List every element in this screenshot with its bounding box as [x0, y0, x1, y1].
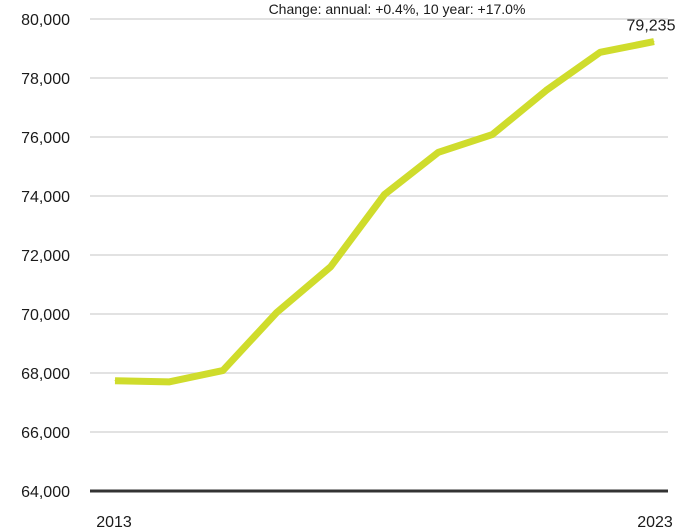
series-layer: [114, 38, 655, 386]
data-point: [114, 380, 116, 382]
y-tick-label: 70,000: [21, 307, 70, 324]
data-point: [276, 312, 278, 314]
data-point: [384, 194, 385, 196]
y-tick-label: 76,000: [21, 130, 70, 147]
data-point: [222, 370, 224, 372]
y-tick-label: 72,000: [21, 248, 70, 265]
gridlines: [90, 18, 668, 493]
y-tick-label: 78,000: [21, 71, 70, 88]
y-tick-label: 66,000: [21, 425, 70, 442]
y-tick-label: 80,000: [21, 12, 70, 29]
y-tick-label: 74,000: [21, 189, 70, 206]
y-axis-tick-labels: 64,000 66,000 68,000 70,000 72,000 74,000 76,0…: [21, 12, 70, 501]
data-point: [437, 151, 439, 153]
series-line: [114, 38, 655, 386]
end-value-label: 79,235: [627, 18, 676, 35]
data-point: [330, 266, 332, 268]
chart-subtitle: Change: annual: +0.4%, 10 year: +17.0%: [269, 1, 526, 17]
data-point: [168, 381, 170, 383]
data-point: [545, 89, 547, 91]
data-point: [653, 41, 655, 43]
y-tick-label: 68,000: [21, 366, 70, 383]
data-point: [491, 134, 493, 136]
x-tick-label: 2013: [96, 514, 132, 529]
data-point: [599, 51, 601, 53]
x-tick-label: 2023: [637, 514, 673, 529]
y-tick-label: 64,000: [21, 484, 70, 501]
x-axis-tick-labels: 2013 2023: [96, 514, 673, 529]
